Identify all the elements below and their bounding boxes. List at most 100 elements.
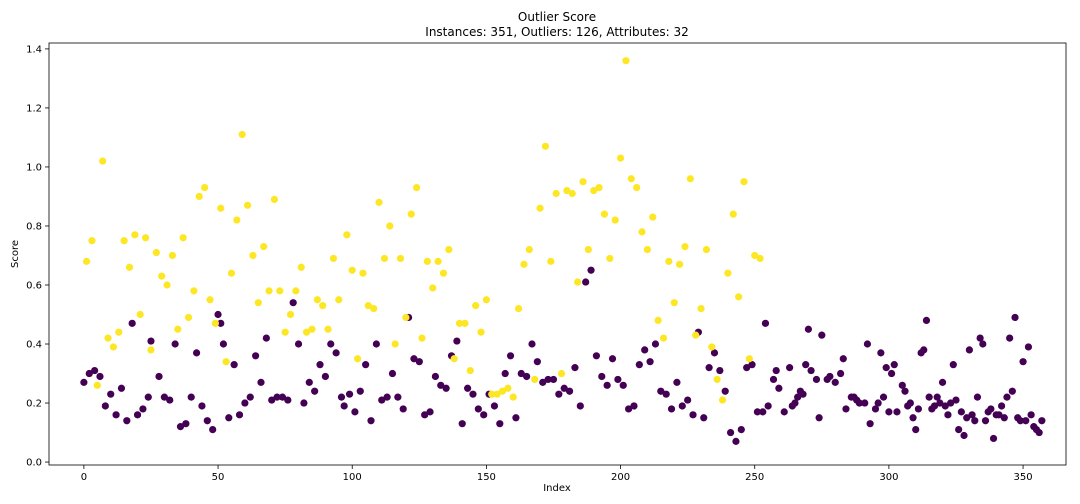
outlier-point <box>713 375 721 384</box>
inlier-point <box>879 393 888 401</box>
inlier-point <box>689 411 697 419</box>
outlier-point <box>292 287 300 295</box>
outlier-point <box>729 210 737 218</box>
inlier-point <box>673 378 681 386</box>
inlier-point <box>971 417 979 425</box>
outlier-point <box>88 237 96 245</box>
inlier-point <box>855 399 863 407</box>
outlier-point <box>461 319 469 327</box>
inlier-point <box>144 393 152 401</box>
inlier-point <box>133 411 142 419</box>
outlier-point <box>131 231 139 239</box>
outlier-point <box>195 192 203 201</box>
outlier-point <box>493 390 501 398</box>
outlier-point <box>622 57 630 65</box>
inlier-point <box>171 340 179 348</box>
inlier-point <box>893 408 901 416</box>
outlier-point <box>418 334 426 342</box>
inlier-point <box>257 378 265 386</box>
inlier-point <box>705 364 713 372</box>
inlier-point <box>979 340 987 348</box>
outlier-point <box>158 272 166 280</box>
inlier-point <box>160 393 168 401</box>
x-tick-label: 150 <box>477 472 496 483</box>
outlier-point <box>190 287 198 295</box>
outlier-point <box>718 396 727 404</box>
inlier-point <box>952 396 960 404</box>
outlier-point <box>353 355 362 363</box>
inlier-point <box>877 349 885 357</box>
outlier-point <box>520 260 528 268</box>
inlier-point <box>128 319 136 327</box>
inlier-point <box>506 352 515 360</box>
inlier-point <box>289 299 297 307</box>
inlier-point <box>772 366 780 375</box>
inlier-point <box>453 337 461 345</box>
inlier-point <box>667 405 676 413</box>
outlier-point <box>217 204 225 212</box>
outlier-point <box>238 130 246 139</box>
outlier-point <box>104 334 112 342</box>
inlier-point <box>345 390 354 398</box>
inlier-point <box>388 369 397 378</box>
inlier-point <box>166 396 174 404</box>
inlier-point <box>922 316 931 324</box>
inlier-point <box>512 414 520 422</box>
inlier-point <box>995 411 1003 419</box>
outlier-point <box>152 248 160 257</box>
inlier-point <box>925 393 933 401</box>
outlier-point <box>488 390 496 398</box>
outlier-point <box>659 334 668 342</box>
inlier-point <box>976 334 984 342</box>
outlier-point <box>536 204 544 212</box>
inlier-point <box>863 340 872 348</box>
y-tick-label: 0.4 <box>26 340 42 351</box>
inlier-point <box>866 420 874 428</box>
outlier-point <box>638 228 646 236</box>
inlier-point <box>1003 393 1011 401</box>
inlier-point <box>246 393 254 401</box>
outlier-point <box>402 313 410 322</box>
outlier-point <box>281 328 289 336</box>
x-tick-label: 50 <box>212 472 225 483</box>
inlier-point <box>235 411 244 419</box>
inlier-point <box>469 390 477 398</box>
inlier-point <box>147 337 155 345</box>
outlier-point <box>675 260 684 268</box>
outlier-point <box>297 263 305 271</box>
inlier-point <box>214 310 222 319</box>
inlier-point <box>117 384 126 392</box>
inlier-point <box>182 420 190 428</box>
outlier-point <box>380 254 389 263</box>
outlier-point <box>633 184 641 192</box>
inlier-point <box>807 366 815 375</box>
inlier-point <box>327 340 335 348</box>
outlier-point <box>370 304 378 313</box>
inlier-point <box>1024 343 1033 351</box>
outlier-point <box>439 269 448 277</box>
inlier-point <box>700 414 708 422</box>
outlier-point <box>386 222 394 230</box>
outlier-point <box>681 243 689 251</box>
inlier-point <box>603 381 611 389</box>
outlier-point <box>423 257 431 265</box>
inlier-point <box>294 340 303 348</box>
outlier-point <box>99 157 107 165</box>
inlier-point <box>906 399 914 407</box>
inlier-point <box>372 340 380 348</box>
inlier-point <box>794 393 802 401</box>
inlier-point <box>278 393 287 401</box>
inlier-point <box>576 402 584 410</box>
inlier-point <box>340 402 348 410</box>
inlier-point <box>1038 417 1046 425</box>
outlier-point <box>163 281 171 289</box>
outlier-point <box>643 245 651 254</box>
inlier-point <box>815 414 823 422</box>
x-tick-label: 250 <box>745 472 764 483</box>
outlier-point <box>82 257 91 265</box>
inlier-point <box>560 384 568 392</box>
inlier-point <box>533 358 541 366</box>
outlier-point <box>375 198 383 206</box>
inlier-point <box>321 372 329 381</box>
inlier-point <box>316 361 324 369</box>
